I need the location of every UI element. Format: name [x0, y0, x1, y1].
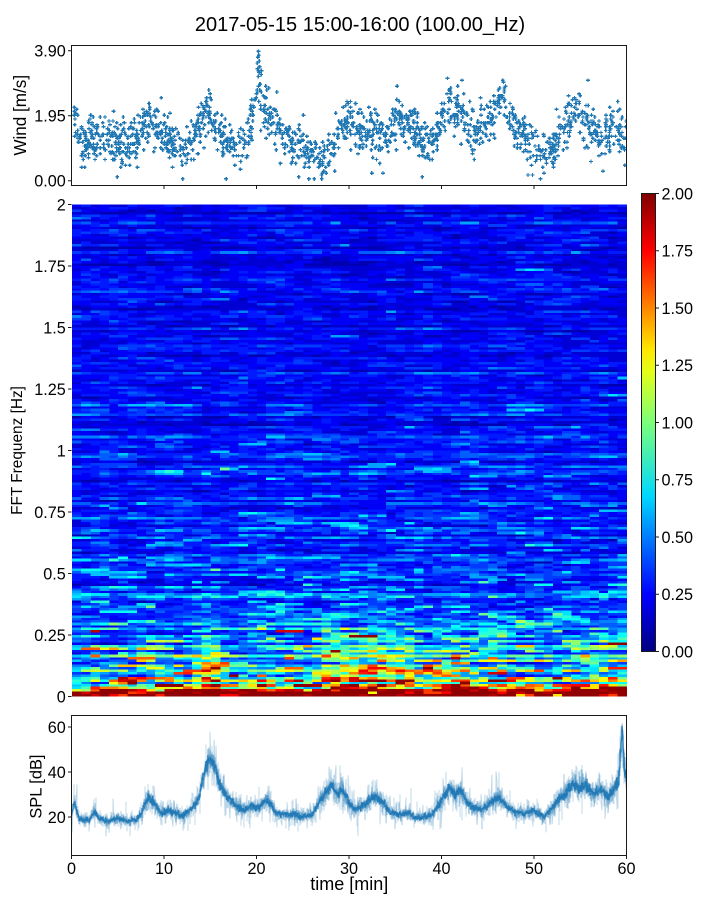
svg-text:40: 40 — [48, 764, 66, 782]
svg-text:1.75: 1.75 — [34, 258, 66, 276]
svg-text:Wind [m/s]: Wind [m/s] — [11, 75, 30, 156]
svg-text:1.00: 1.00 — [662, 414, 694, 432]
svg-text:1.50: 1.50 — [662, 300, 694, 318]
svg-text:20: 20 — [48, 809, 66, 827]
svg-text:10: 10 — [155, 860, 173, 878]
svg-text:time [min]: time [min] — [310, 874, 388, 894]
svg-text:2.00: 2.00 — [662, 185, 694, 203]
svg-text:0.25: 0.25 — [34, 627, 66, 645]
svg-text:SPL [dB]: SPL [dB] — [27, 755, 45, 819]
svg-text:2: 2 — [57, 196, 66, 214]
svg-text:1.75: 1.75 — [662, 243, 694, 261]
svg-text:0.75: 0.75 — [662, 472, 694, 490]
svg-text:3.90: 3.90 — [34, 43, 66, 61]
svg-text:0.00: 0.00 — [34, 173, 66, 191]
svg-text:60: 60 — [617, 860, 635, 878]
svg-text:0.75: 0.75 — [34, 504, 66, 522]
svg-text:1.25: 1.25 — [662, 357, 694, 375]
svg-text:0.00: 0.00 — [662, 643, 694, 661]
svg-text:1: 1 — [57, 442, 66, 460]
svg-text:0.50: 0.50 — [662, 529, 694, 547]
svg-text:60: 60 — [48, 719, 66, 737]
svg-text:30: 30 — [340, 860, 358, 878]
svg-text:0: 0 — [57, 688, 66, 706]
svg-text:0: 0 — [67, 860, 76, 878]
svg-text:1.95: 1.95 — [34, 108, 66, 126]
svg-text:50: 50 — [525, 860, 543, 878]
svg-text:20: 20 — [247, 860, 265, 878]
svg-text:40: 40 — [432, 860, 450, 878]
svg-text:0.25: 0.25 — [662, 586, 694, 604]
svg-text:1.5: 1.5 — [43, 319, 66, 337]
svg-text:1.25: 1.25 — [34, 381, 66, 399]
svg-text:FFT Frequenz [Hz]: FFT Frequenz [Hz] — [9, 386, 26, 515]
svg-text:2017-05-15 15:00-16:00 (100.00: 2017-05-15 15:00-16:00 (100.00_Hz) — [195, 14, 525, 36]
svg-text:0.5: 0.5 — [43, 565, 66, 583]
